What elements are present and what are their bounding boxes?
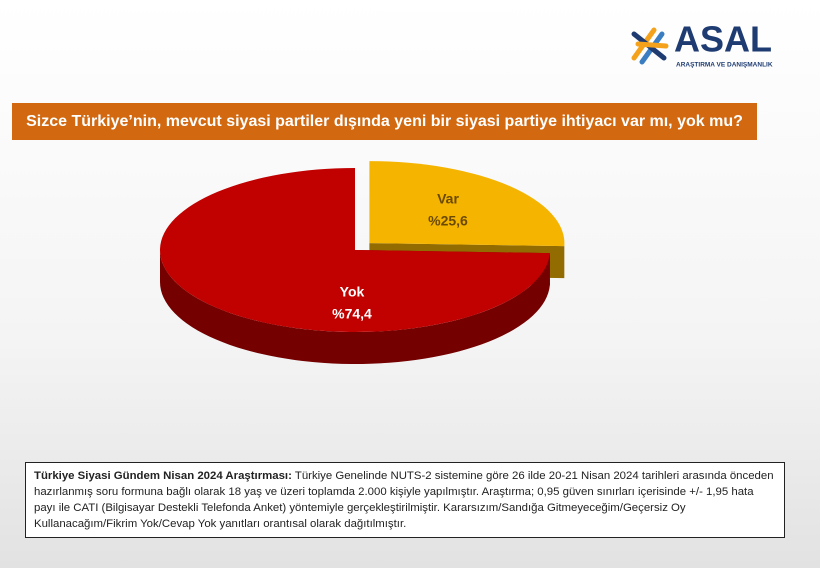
value-label: %74,4 xyxy=(332,306,372,322)
logo-icon xyxy=(631,27,669,65)
logo-name: ASAL xyxy=(674,19,772,60)
footnote: Türkiye Siyasi Gündem Nisan 2024 Araştır… xyxy=(25,462,785,538)
chart-title: Sizce Türkiye’nin, mevcut siyasi partile… xyxy=(12,103,757,140)
pie-slice xyxy=(369,161,565,247)
chart: Var %25,6 Yok %74,4 xyxy=(159,161,565,365)
value-label: %25,6 xyxy=(428,213,468,229)
footnote-lead: Türkiye Siyasi Gündem Nisan 2024 Araştır… xyxy=(34,470,292,482)
slice-side xyxy=(160,250,550,365)
logo: ASAL ARAŞTIRMA VE DANIŞMANLIK xyxy=(631,19,773,69)
slice-label: Yok xyxy=(340,284,365,300)
footnote-text: Türkiye Genelinde NUTS-2 sistemine göre … xyxy=(34,470,774,530)
logo-tagline: ARAŞTIRMA VE DANIŞMANLIK xyxy=(676,62,773,69)
slice-label: Var xyxy=(437,191,459,207)
pie-slice xyxy=(159,168,550,333)
